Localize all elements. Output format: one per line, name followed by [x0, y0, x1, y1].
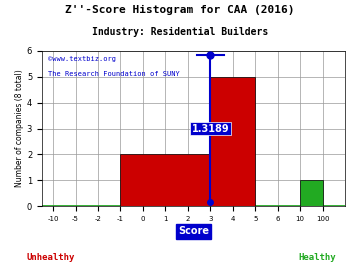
Text: 1.3189: 1.3189: [192, 124, 229, 134]
Text: The Research Foundation of SUNY: The Research Foundation of SUNY: [48, 71, 180, 77]
Text: Industry: Residential Builders: Industry: Residential Builders: [92, 27, 268, 37]
Bar: [210, 77, 255, 206]
Bar: [300, 180, 323, 206]
X-axis label: Score: Score: [178, 226, 209, 236]
Text: ©www.textbiz.org: ©www.textbiz.org: [48, 56, 116, 62]
Bar: [121, 154, 210, 206]
Text: Unhealthy: Unhealthy: [26, 253, 75, 262]
Text: Healthy: Healthy: [298, 253, 336, 262]
Y-axis label: Number of companies (8 total): Number of companies (8 total): [15, 70, 24, 187]
Text: Z''-Score Histogram for CAA (2016): Z''-Score Histogram for CAA (2016): [65, 5, 295, 15]
